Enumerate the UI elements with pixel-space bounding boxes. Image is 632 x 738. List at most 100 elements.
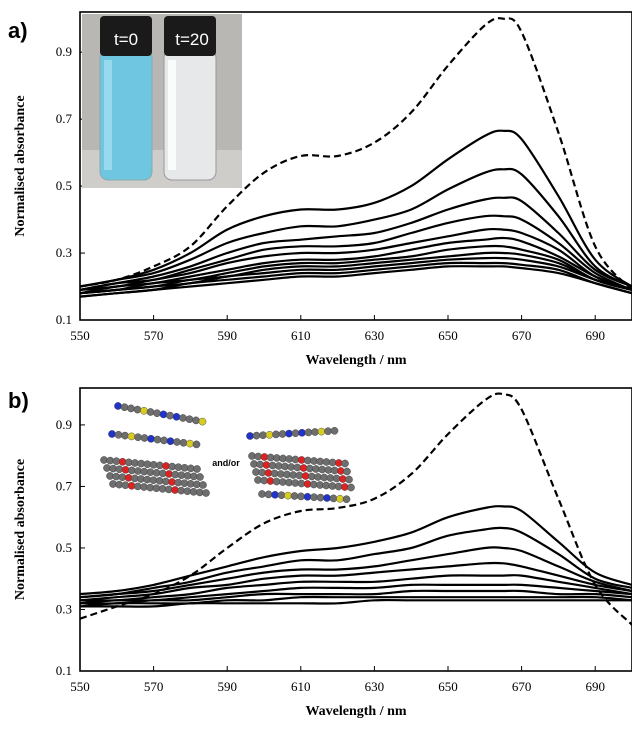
atom [192, 416, 200, 425]
atom [330, 427, 339, 435]
a-series-line-6 [80, 236, 632, 295]
vial-clear-cap [164, 16, 216, 56]
b-x-tick-label: 570 [144, 679, 164, 694]
atom [159, 410, 168, 419]
atom [114, 402, 122, 410]
vial-blue-highlight [104, 60, 112, 170]
a-series-line-4 [80, 214, 632, 291]
b-x-tick-label: 590 [217, 679, 237, 694]
atom [265, 431, 274, 439]
atom [310, 493, 318, 501]
atom [285, 429, 293, 438]
a-x-tick-label: 610 [291, 328, 311, 343]
graphene-layer-left [100, 456, 201, 473]
atom [133, 405, 142, 414]
vial-blue-cap [100, 16, 152, 56]
atom [290, 492, 299, 500]
b-x-tick-label: 630 [365, 679, 385, 694]
b-y-tick-label: 0.3 [56, 601, 72, 616]
atom [258, 490, 266, 498]
b-series-line-5 [80, 574, 632, 602]
b-series-line-6 [80, 583, 632, 605]
b-series-line-9 [80, 598, 632, 608]
b-y-tick-label: 0.1 [56, 663, 72, 678]
a-y-tick-label: 0.5 [56, 178, 72, 193]
b-plot-frame [79, 387, 632, 672]
panel-a: a) 550 570 590 610 630 650 670 690 0.1 0.3 0.5 0.7 0… [8, 11, 632, 368]
atom [127, 432, 136, 441]
atom [246, 432, 254, 440]
atom [271, 491, 279, 499]
atom [153, 435, 162, 444]
atom [317, 427, 326, 436]
atom [185, 415, 194, 424]
a-x-tick-label: 670 [512, 328, 532, 343]
graphene-layer-right [248, 452, 349, 468]
atom [166, 411, 174, 420]
a-x-tick-label: 570 [144, 328, 164, 343]
dye-molecule-top-left [114, 402, 207, 426]
b-y-tick-label: 0.7 [56, 478, 73, 493]
b-series-line-3 [80, 546, 632, 599]
atom [324, 427, 332, 436]
atom [160, 436, 168, 445]
atom [166, 437, 175, 446]
vial-label-t0: t=0 [114, 30, 138, 49]
vials-photo: t=0 t=20 [82, 14, 242, 188]
atom [259, 431, 267, 440]
a-x-tick-label: 590 [217, 328, 237, 343]
b-y-tick-label: 0.9 [56, 417, 72, 432]
atom [323, 494, 331, 502]
b-x-tick-label: 670 [512, 679, 532, 694]
atom [303, 493, 312, 501]
atom [343, 467, 351, 476]
atom [199, 481, 207, 489]
atom [304, 428, 313, 437]
and-or-label: and/or [212, 458, 240, 468]
atom [108, 430, 116, 438]
a-y-tick-label: 0.9 [56, 44, 72, 59]
dye-molecule-mid-left [108, 430, 201, 449]
atom [153, 409, 161, 418]
atom [120, 403, 129, 412]
b-series-line-7 [80, 589, 632, 605]
atom [172, 413, 181, 421]
atom [146, 408, 155, 416]
b-x-tick-label: 690 [585, 679, 605, 694]
a-series-line-3 [80, 196, 632, 291]
atom [316, 493, 325, 502]
atom [173, 438, 181, 446]
atom [193, 465, 201, 473]
atom [202, 489, 210, 497]
a-y-axis-label: Normalised absorbance [13, 95, 28, 236]
b-x-tick-label: 650 [438, 679, 458, 694]
dye-molecule-bottom-right [258, 490, 351, 503]
a-y-tick-label: 0.7 [56, 111, 73, 126]
a-x-tick-label: 650 [438, 328, 458, 343]
a-x-axis-label: Wavelength / nm [305, 353, 406, 368]
atom [278, 430, 287, 438]
atom [284, 491, 292, 500]
panel-b: b) 550 570 590 610 630 650 670 690 0.1 0.3 0.5 0.7 0… [0, 378, 632, 738]
b-y-tick-label: 0.5 [56, 540, 72, 555]
atom [134, 433, 142, 442]
atom [272, 430, 280, 439]
a-x-tick-label: 550 [70, 328, 90, 343]
b-series-line-1 [80, 505, 632, 596]
atom [140, 434, 149, 442]
panel-b-letter: b) [8, 388, 29, 413]
atom [198, 417, 207, 426]
graphene-layer-right [254, 476, 355, 492]
b-x-tick-label: 550 [70, 679, 90, 694]
atom [147, 435, 155, 443]
atom [329, 494, 338, 503]
atom [121, 431, 129, 440]
a-series-line-10 [80, 261, 632, 298]
panel-a-letter: a) [8, 18, 28, 43]
b-series-dashed-line [80, 392, 632, 626]
atom [264, 490, 273, 499]
atom [336, 495, 344, 503]
chart-a: 550 570 590 610 630 650 670 690 0.1 0.3 0.5 0.7 0.9 W… [13, 11, 632, 368]
atom [140, 406, 148, 415]
a-y-tick-label: 0.3 [56, 245, 72, 260]
